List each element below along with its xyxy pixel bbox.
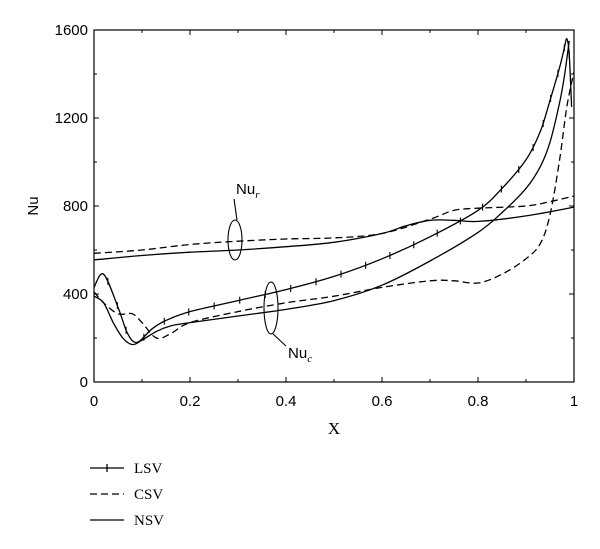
x-tick-label-4: 0.8	[468, 393, 489, 410]
y-tick-label-2: 800	[63, 198, 88, 215]
annotation-nu-r-ellipse	[227, 219, 243, 261]
x-axis-label: X	[328, 419, 340, 438]
series-line-nsv-nu-r	[93, 206, 575, 261]
legend-label-nsv: NSV	[134, 513, 164, 529]
legend-item-csv: CSV	[90, 487, 163, 503]
x-tick-label-3: 0.6	[372, 393, 393, 410]
y-tick-label-0: 0	[80, 374, 88, 391]
legend-label-csv: CSV	[134, 487, 163, 503]
plot-frame	[93, 29, 575, 383]
x-tick-label-1: 0.2	[180, 393, 201, 410]
annotation-nu-r-sub: r	[255, 189, 260, 201]
y-tick-label-4: 1600	[55, 22, 88, 39]
legend-label-lsv: LSV	[134, 461, 163, 477]
x-tick-label-0: 0	[90, 393, 98, 410]
legend-item-lsv: LSV	[90, 461, 163, 477]
y-axis-label: Nu	[25, 196, 42, 215]
annotation-nu-c: Nuc	[263, 281, 312, 365]
series-line-lsv-nu-c	[93, 38, 573, 344]
y-tick-label-1: 400	[63, 286, 88, 303]
legend-item-nsv: NSV	[90, 513, 164, 529]
annotation-nu-r-leader	[233, 198, 238, 221]
annotation-nu-r: Nur	[227, 181, 260, 261]
y-tick-labels: 0 400 800 1200 1600	[55, 22, 88, 391]
x-tick-label-2: 0.4	[276, 393, 297, 410]
annotation-nu-c-ellipse	[263, 281, 279, 335]
annotation-nu-c-label: Nuc	[288, 345, 312, 365]
annotation-nu-c-text: Nu	[288, 345, 307, 362]
annotation-nu-r-label: Nur	[236, 181, 260, 201]
axis-ticks	[93, 29, 575, 383]
annotation-nu-r-text: Nu	[236, 181, 255, 198]
annotation-nu-c-sub: c	[307, 353, 312, 365]
y-tick-label-3: 1200	[55, 110, 88, 127]
x-tick-label-5: 1	[570, 393, 578, 410]
x-tick-labels: 0 0.2 0.4 0.6 0.8 1	[90, 393, 578, 410]
annotation-nu-c-leader	[272, 333, 287, 347]
series-line-nsv-nu-c	[93, 40, 570, 346]
series-line-csv-nu-c	[93, 71, 575, 340]
series-line-csv-nu-r	[93, 195, 575, 254]
series-curves	[93, 38, 575, 346]
legend: LSV CSV NSV	[90, 461, 164, 529]
